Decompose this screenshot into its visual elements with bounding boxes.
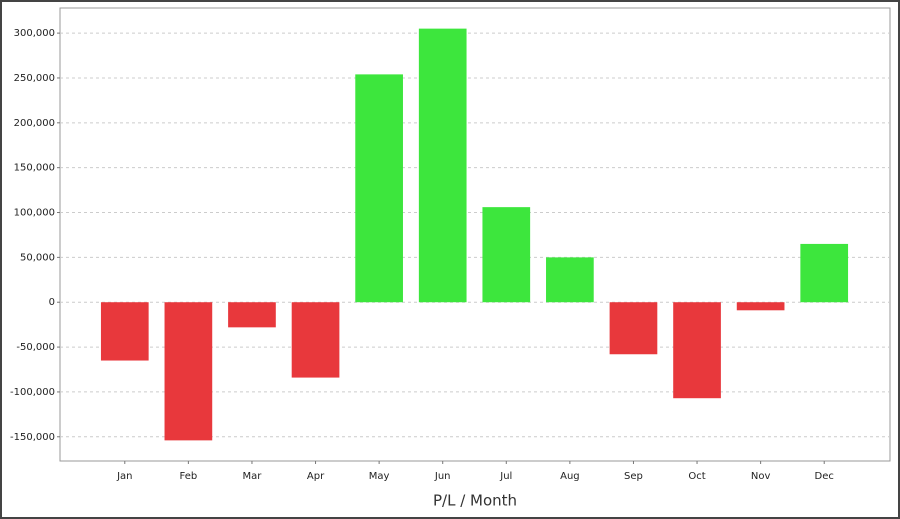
- bar: [291, 302, 340, 378]
- x-tick-label: Nov: [751, 471, 771, 482]
- bar: [418, 28, 467, 303]
- x-tick-label: Aug: [560, 471, 580, 482]
- y-tick-label: 300,000: [14, 28, 55, 39]
- x-tick-label: Oct: [688, 471, 705, 482]
- y-tick-label: 200,000: [14, 118, 55, 129]
- bar: [164, 302, 213, 441]
- x-tick-label: Jul: [499, 471, 512, 482]
- x-tick-label: Feb: [180, 471, 198, 482]
- x-tick-label: Jan: [116, 471, 132, 482]
- y-tick-label: -50,000: [16, 342, 55, 353]
- x-tick-label: Dec: [815, 471, 834, 482]
- x-tick-label: Mar: [243, 471, 263, 482]
- bar: [800, 243, 849, 303]
- x-tick-label: Sep: [624, 471, 643, 482]
- y-tick-label: 0: [49, 297, 55, 308]
- bar: [482, 207, 531, 303]
- x-tick-label: Apr: [307, 471, 325, 482]
- x-tick-label: May: [369, 471, 390, 482]
- bar: [100, 302, 149, 361]
- bar: [355, 74, 403, 303]
- bar: [546, 257, 594, 303]
- x-tick-label: Jun: [434, 471, 451, 482]
- bar: [673, 302, 721, 399]
- y-tick-label: -150,000: [10, 432, 55, 443]
- bar: [228, 302, 276, 328]
- y-tick-label: 100,000: [14, 208, 55, 219]
- y-tick-label: -100,000: [10, 387, 55, 398]
- bar: [736, 302, 785, 311]
- y-tick-label: 250,000: [14, 73, 55, 84]
- y-tick-label: 50,000: [20, 252, 55, 263]
- x-axis-title: P/L / Month: [433, 492, 517, 510]
- bar: [609, 302, 658, 355]
- y-tick-label: 150,000: [14, 163, 55, 174]
